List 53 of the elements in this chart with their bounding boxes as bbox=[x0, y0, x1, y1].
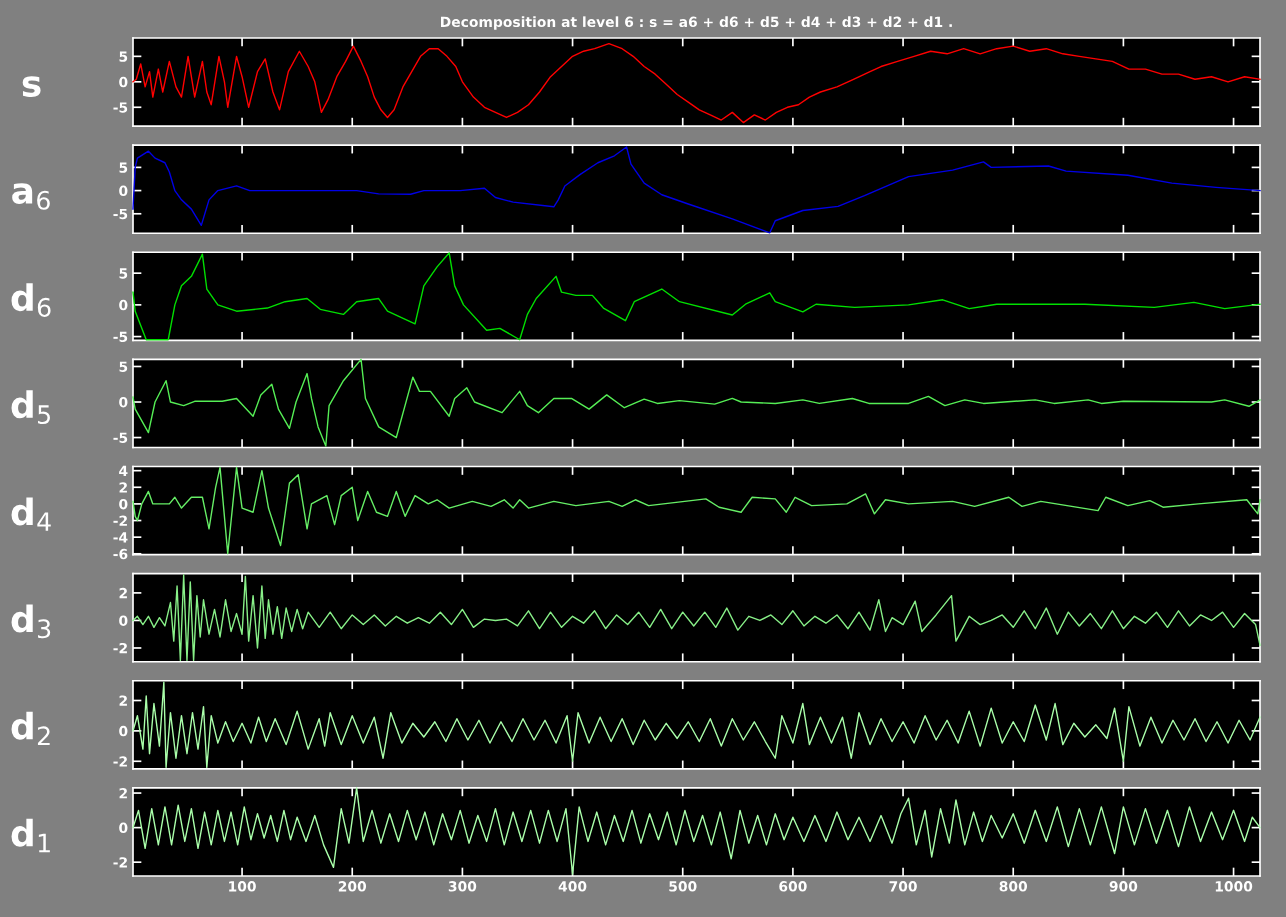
y-tick-label: 2 bbox=[119, 482, 127, 493]
x-tick-label: 500 bbox=[669, 881, 697, 892]
line-series bbox=[132, 466, 1261, 555]
y-tick-label: 0 bbox=[119, 725, 128, 737]
x-tick-label: 100 bbox=[229, 881, 256, 892]
y-tick-label: 5 bbox=[119, 361, 128, 372]
y-axis-title: s bbox=[22, 76, 41, 97]
y-tick-label: 0 bbox=[119, 498, 128, 510]
y-tick-label: -2 bbox=[113, 515, 127, 526]
y-tick-label: -2 bbox=[113, 756, 127, 767]
x-tick-label: 900 bbox=[1109, 881, 1138, 892]
y-tick-label: 2 bbox=[119, 788, 127, 799]
x-tick-label: 1000 bbox=[1215, 881, 1253, 892]
y-axis-title: d$_{4}$ bbox=[11, 497, 51, 531]
x-tick-label: 400 bbox=[558, 881, 587, 892]
y-tick-label: 4 bbox=[119, 465, 128, 476]
y-tick-label: 2 bbox=[119, 695, 127, 706]
x-tick-label: 600 bbox=[779, 881, 807, 892]
x-tick-label: 800 bbox=[999, 881, 1028, 892]
line-series bbox=[132, 358, 1261, 447]
chart-title: Decomposition at level 6 : s = a6 + d6 + d5 + d4 + d3 + d2 + d1 . bbox=[440, 16, 952, 30]
line-series bbox=[132, 252, 1261, 341]
y-tick-label: 0 bbox=[119, 299, 128, 311]
y-axis-title: d$_{3}$ bbox=[11, 604, 51, 639]
y-tick-label: 2 bbox=[119, 587, 127, 599]
x-tick-label: 200 bbox=[338, 881, 367, 892]
y-tick-label: 5 bbox=[119, 51, 128, 62]
y-tick-label: 0 bbox=[119, 615, 128, 626]
y-tick-label: 5 bbox=[119, 268, 128, 279]
y-tick-label: -4 bbox=[113, 532, 128, 543]
y-tick-label: 5 bbox=[119, 162, 128, 173]
y-tick-label: -5 bbox=[113, 208, 128, 220]
x-tick-label: 700 bbox=[889, 881, 917, 892]
y-tick-label: -5 bbox=[113, 432, 128, 444]
y-tick-label: 0 bbox=[119, 396, 128, 408]
y-tick-label: -2 bbox=[113, 857, 127, 868]
y-tick-label: -5 bbox=[113, 331, 128, 343]
y-tick-label: 0 bbox=[119, 76, 128, 88]
line-series bbox=[132, 146, 1261, 234]
y-tick-label: -6 bbox=[113, 548, 128, 560]
y-tick-label: 0 bbox=[119, 185, 128, 197]
y-tick-label: -5 bbox=[113, 102, 128, 113]
y-axis-title: d$_{6}$ bbox=[11, 283, 51, 317]
y-axis-title: d$_{2}$ bbox=[11, 711, 50, 746]
y-axis-title: d$_{5}$ bbox=[11, 390, 50, 425]
y-axis-title: d$_{1}$ bbox=[11, 818, 50, 853]
line-series bbox=[132, 787, 1261, 875]
line-series bbox=[132, 681, 1261, 769]
x-tick-label: 300 bbox=[448, 881, 477, 892]
y-tick-label: 0 bbox=[119, 822, 128, 834]
y-axis-title: a$_{6}$ bbox=[12, 183, 50, 210]
y-tick-label: -2 bbox=[113, 642, 127, 654]
line-series bbox=[132, 574, 1261, 662]
